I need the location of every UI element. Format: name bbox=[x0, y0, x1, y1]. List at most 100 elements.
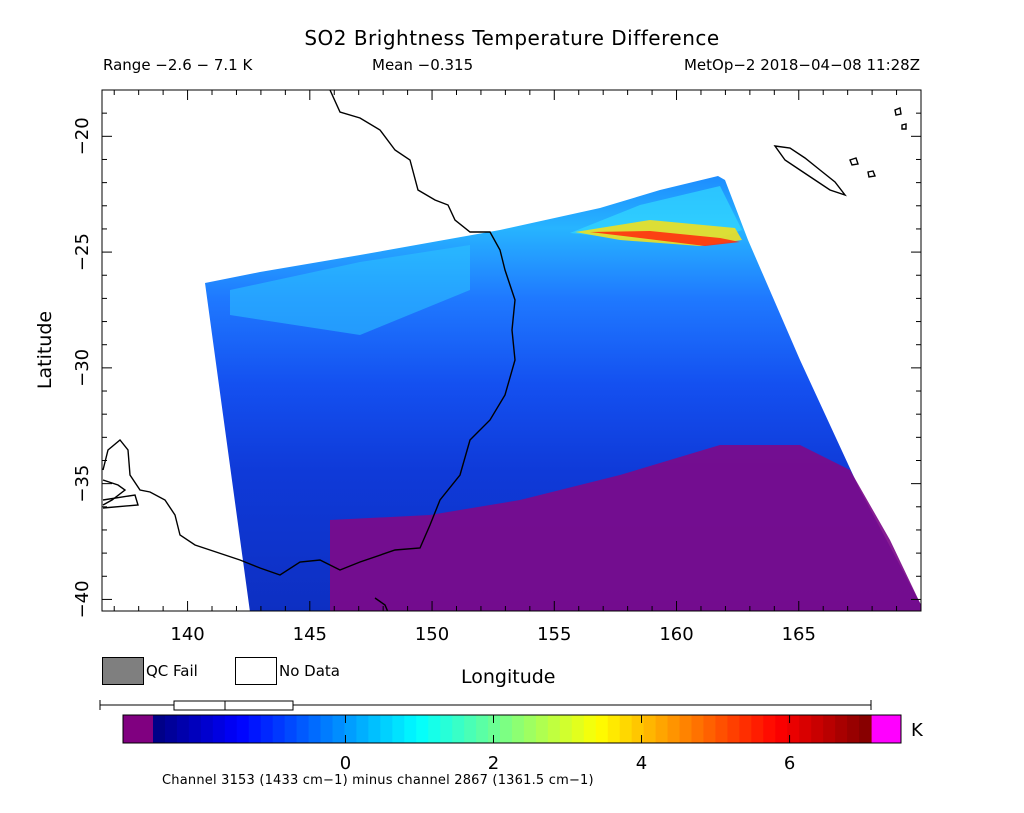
colorbar-tick-label: 0 bbox=[340, 753, 351, 774]
range-label: Range −2.6 − 7.1 K bbox=[103, 56, 253, 74]
colorbar-cell bbox=[200, 715, 214, 743]
colorbar-cell bbox=[500, 715, 513, 743]
colorbar-cell bbox=[404, 715, 417, 743]
colorbar-cell bbox=[643, 715, 657, 743]
y-tick-label: −40 bbox=[72, 580, 93, 618]
x-axis-label: Longitude bbox=[461, 666, 556, 688]
colorbar-cell bbox=[583, 715, 597, 743]
colorbar-cell bbox=[464, 715, 477, 743]
colorbar-cell bbox=[212, 715, 226, 743]
colorbar-under-cell bbox=[123, 715, 153, 743]
colorbar-cell bbox=[176, 715, 190, 743]
colorbar-cell bbox=[380, 715, 393, 743]
colorbar-cell bbox=[631, 715, 645, 743]
colorbar-cell bbox=[332, 715, 346, 743]
colorbar-tick-label: 2 bbox=[488, 753, 499, 774]
colorbar: 0 2 4 6 bbox=[99, 700, 902, 774]
colorbar-cell bbox=[835, 715, 848, 743]
colorbar-cell bbox=[488, 715, 501, 743]
y-tick-label: −35 bbox=[72, 465, 93, 503]
colorbar-cell bbox=[428, 715, 441, 743]
colorbar-cell bbox=[164, 715, 178, 743]
colorbar-cell bbox=[607, 715, 621, 743]
colorbar-cell bbox=[823, 715, 836, 743]
colorbar-cell bbox=[799, 715, 812, 743]
y-tick-label: −25 bbox=[72, 233, 93, 271]
colorbar-cell bbox=[739, 715, 752, 743]
colorbar-cell bbox=[775, 715, 788, 743]
x-axis: 140 145 150 155 160 165 bbox=[113, 90, 898, 645]
colorbar-cell bbox=[595, 715, 609, 743]
colorbar-cell bbox=[787, 715, 800, 743]
mean-label: Mean −0.315 bbox=[372, 56, 474, 74]
plot-frame bbox=[101, 89, 922, 612]
colorbar-cells bbox=[123, 715, 901, 743]
no-data-label: No Data bbox=[279, 662, 340, 680]
colorbar-cell bbox=[188, 715, 202, 743]
colorbar-cell bbox=[679, 715, 693, 743]
colorbar-cell bbox=[559, 715, 573, 743]
colorbar-unit: K bbox=[911, 720, 923, 741]
colorbar-cell bbox=[523, 715, 537, 743]
colorbar-cell bbox=[344, 715, 358, 743]
colorbar-cell bbox=[476, 715, 489, 743]
qc-fail-swatch bbox=[102, 657, 144, 685]
colorbar-cell bbox=[392, 715, 405, 743]
colorbar-cell bbox=[272, 715, 286, 743]
colorbar-cell bbox=[452, 715, 465, 743]
no-data-swatch bbox=[235, 657, 277, 685]
x-tick-label: 155 bbox=[537, 624, 571, 645]
hotspot-red bbox=[590, 231, 740, 246]
x-tick-label: 160 bbox=[659, 624, 693, 645]
y-tick-label: −30 bbox=[72, 349, 93, 387]
colorbar-cell bbox=[619, 715, 633, 743]
x-tick-label: 150 bbox=[415, 624, 449, 645]
colorbar-cell bbox=[667, 715, 681, 743]
colorbar-cell bbox=[655, 715, 669, 743]
x-tick-label: 140 bbox=[170, 624, 204, 645]
plot-title: SO2 Brightness Temperature Difference bbox=[304, 26, 720, 50]
y-axis: −20 −25 −30 −35 −40 bbox=[72, 112, 921, 618]
colorbar-cell bbox=[284, 715, 298, 743]
colorbar-cell bbox=[859, 715, 872, 743]
colorbar-cell bbox=[356, 715, 369, 743]
colorbar-cell bbox=[260, 715, 274, 743]
colorbar-tick-label: 4 bbox=[636, 753, 647, 774]
colorbar-cell bbox=[320, 715, 334, 743]
colorbar-cell bbox=[416, 715, 429, 743]
colorbar-cell bbox=[440, 715, 453, 743]
colorbar-cell bbox=[715, 715, 728, 743]
colorbar-cell bbox=[703, 715, 717, 743]
colorbar-frame bbox=[122, 714, 902, 744]
x-tick-label: 145 bbox=[293, 624, 327, 645]
colorbar-tick-label: 6 bbox=[784, 753, 795, 774]
colorbar-range-box bbox=[173, 700, 294, 711]
satellite-time-label: MetOp−2 2018−04−08 11:28Z bbox=[683, 56, 920, 74]
x-tick-label: 165 bbox=[782, 624, 816, 645]
colorbar-cell bbox=[153, 715, 166, 743]
colorbar-cell bbox=[224, 715, 238, 743]
colorbar-cell bbox=[248, 715, 262, 743]
colorbar-ticks: 0 2 4 6 bbox=[340, 715, 795, 774]
colorbar-cell bbox=[308, 715, 322, 743]
colorbar-cell bbox=[296, 715, 310, 743]
colorbar-cell bbox=[811, 715, 824, 743]
bright-band bbox=[230, 245, 470, 335]
colorbar-cell bbox=[751, 715, 764, 743]
qc-fail-label: QC Fail bbox=[146, 662, 198, 680]
channel-footnote: Channel 3153 (1433 cm−1) minus channel 2… bbox=[162, 773, 594, 788]
colorbar-cell bbox=[847, 715, 860, 743]
coastline bbox=[102, 90, 907, 611]
colorbar-cell bbox=[535, 715, 549, 743]
colorbar-over-cell bbox=[871, 715, 901, 743]
plot-area bbox=[102, 90, 921, 611]
low-region bbox=[330, 445, 921, 611]
colorbar-cell bbox=[512, 715, 525, 743]
colorbar-cell bbox=[763, 715, 776, 743]
colorbar-cell bbox=[571, 715, 585, 743]
colorbar-cell bbox=[236, 715, 250, 743]
colorbar-cell bbox=[368, 715, 381, 743]
colorbar-cell bbox=[727, 715, 740, 743]
y-axis-label: Latitude bbox=[34, 310, 56, 390]
